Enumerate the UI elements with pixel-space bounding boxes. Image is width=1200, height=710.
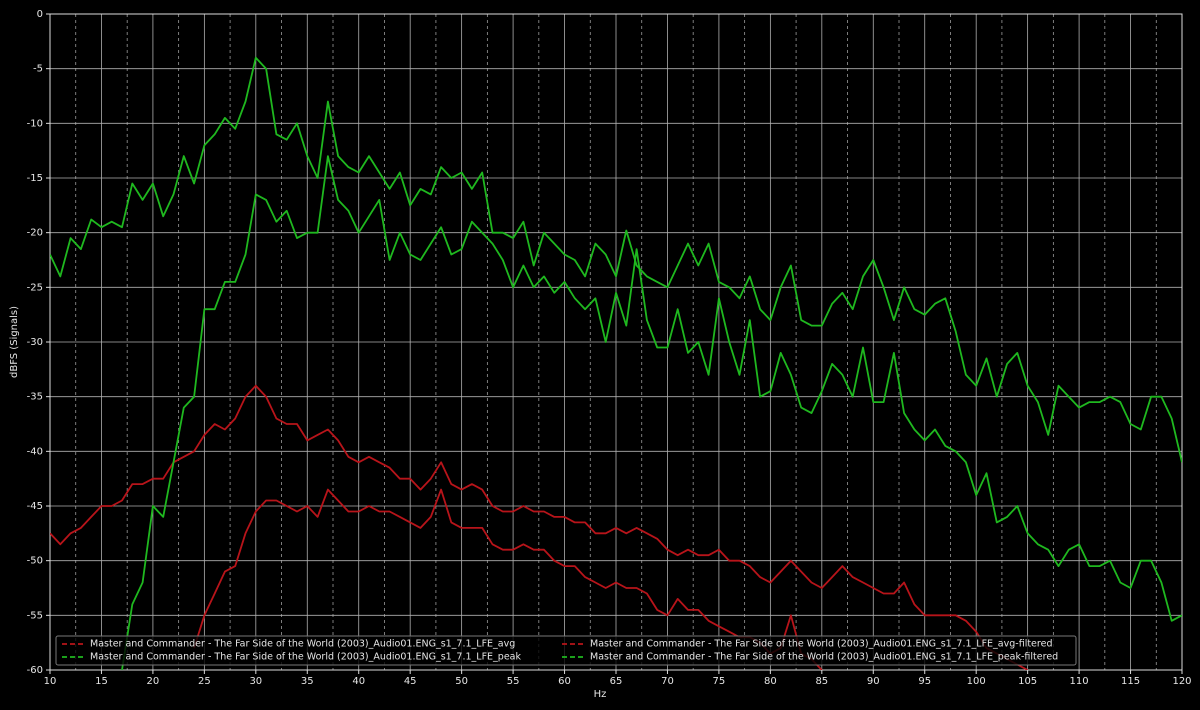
x-tick-label: 30 (249, 676, 262, 687)
legend-label: Master and Commander - The Far Side of t… (90, 639, 515, 650)
x-tick-label: 80 (764, 676, 777, 687)
y-tick-label: -25 (27, 282, 43, 293)
x-tick-label: 55 (507, 676, 520, 687)
y-tick-label: -40 (27, 446, 43, 457)
x-tick-label: 10 (44, 676, 57, 687)
x-tick-label: 60 (558, 676, 571, 687)
legend-label: Master and Commander - The Far Side of t… (590, 652, 1058, 663)
x-axis-label: Hz (594, 689, 607, 700)
x-tick-label: 35 (301, 676, 314, 687)
y-tick-label: 0 (37, 9, 43, 20)
x-tick-label: 105 (1018, 676, 1037, 687)
legend-box (55, 635, 1077, 666)
x-tick-label: 95 (918, 676, 931, 687)
x-tick-label: 110 (1070, 676, 1089, 687)
series-line (50, 384, 1029, 670)
x-tick-label: 75 (713, 676, 726, 687)
y-tick-label: -55 (27, 610, 43, 621)
y-axis-label: dBFS (Signals) (9, 306, 20, 378)
y-tick-label: -35 (27, 392, 43, 403)
y-tick-label: -60 (27, 665, 43, 676)
x-tick-label: 45 (404, 676, 417, 687)
y-tick-label: -5 (33, 64, 43, 75)
x-tick-label: 120 (1172, 676, 1191, 687)
x-tick-label: 90 (867, 676, 880, 687)
y-tick-label: -20 (27, 228, 43, 239)
y-tick-label: -15 (27, 173, 43, 184)
x-tick-label: 115 (1121, 676, 1140, 687)
x-tick-label: 20 (147, 676, 160, 687)
y-tick-label: -10 (27, 118, 43, 129)
y-tick-label: -30 (27, 337, 43, 348)
x-tick-label: 85 (815, 676, 828, 687)
series-line (121, 155, 1182, 670)
y-tick-label: -50 (27, 556, 43, 567)
plot-lines (50, 56, 1182, 670)
legend: Master and Commander - The Far Side of t… (55, 635, 1077, 666)
plot-frame (49, 13, 1183, 671)
x-tick-label: 65 (610, 676, 623, 687)
x-tick-label: 15 (95, 676, 108, 687)
x-tick-label: 100 (967, 676, 986, 687)
legend-label: Master and Commander - The Far Side of t… (90, 652, 522, 663)
x-tick-label: 70 (661, 676, 674, 687)
x-tick-label: 50 (455, 676, 468, 687)
series-line (193, 488, 823, 670)
legend-label: Master and Commander - The Far Side of t… (590, 639, 1052, 650)
series-line (50, 56, 1182, 463)
x-tick-label: 25 (198, 676, 211, 687)
y-tick-label: -45 (27, 501, 43, 512)
x-tick-label: 40 (352, 676, 365, 687)
